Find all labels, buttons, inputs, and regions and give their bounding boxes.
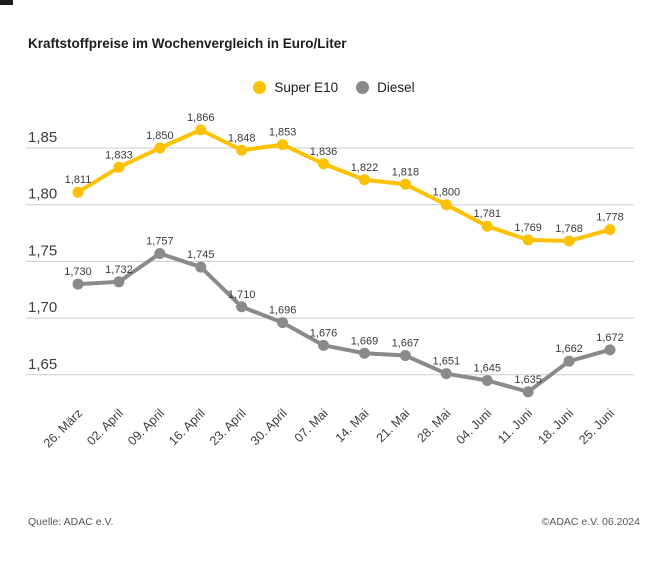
data-point-label: 1,710	[228, 289, 256, 301]
legend-label-diesel: Diesel	[377, 80, 415, 95]
data-point	[318, 339, 330, 351]
page-title: Kraftstoffpreise im Wochenvergleich in E…	[28, 36, 347, 51]
data-point-label: 1,848	[228, 132, 256, 144]
data-point	[522, 234, 534, 246]
data-point	[277, 317, 289, 329]
legend-item-super-e10: Super E10	[253, 80, 338, 95]
data-point-label: 1,781	[473, 208, 501, 220]
screen-corner-artifact	[0, 0, 13, 5]
x-axis-tick-label: 02. April	[84, 406, 126, 448]
data-point	[154, 142, 166, 154]
data-point	[522, 386, 534, 398]
data-point-label: 1,757	[146, 235, 174, 247]
data-point-label: 1,669	[351, 335, 379, 347]
data-point	[72, 278, 84, 290]
data-point-label: 1,696	[269, 305, 297, 317]
data-point	[358, 174, 370, 186]
data-point	[440, 368, 452, 380]
x-axis-tick-label: 11. Juni	[495, 406, 535, 446]
legend-label-super-e10: Super E10	[274, 80, 339, 95]
data-point-label: 1,818	[392, 166, 420, 178]
chart-legend: Super E10 Diesel	[0, 80, 668, 95]
data-point	[399, 350, 411, 362]
data-point	[113, 161, 125, 173]
x-axis-tick-label: 18. Juni	[535, 406, 576, 447]
x-axis-tick-label: 14. Mai	[333, 406, 372, 445]
x-axis-tick-label: 25. Juni	[576, 406, 617, 447]
x-axis-tick-label: 26. März	[41, 406, 85, 450]
data-point-label: 1,667	[392, 338, 420, 350]
data-point-label: 1,778	[596, 212, 624, 224]
data-point	[195, 261, 207, 273]
x-axis-tick-label: 07. Mai	[292, 406, 331, 445]
data-point-label: 1,850	[146, 130, 174, 142]
data-point-label: 1,833	[105, 149, 133, 161]
data-point-label: 1,651	[433, 356, 461, 368]
y-axis-tick-label: 1,75	[28, 242, 57, 259]
legend-item-diesel: Diesel	[356, 80, 415, 95]
data-point-label: 1,822	[351, 162, 379, 174]
data-point-label: 1,635	[514, 374, 542, 386]
data-point-label: 1,730	[64, 266, 92, 278]
x-axis-tick-label: 30. April	[248, 406, 290, 448]
data-point-label: 1,662	[555, 343, 583, 355]
data-point-label: 1,836	[310, 146, 338, 158]
data-point	[154, 247, 166, 259]
data-point	[72, 186, 84, 198]
data-point	[563, 235, 575, 247]
data-point-label: 1,732	[105, 264, 133, 276]
data-point	[481, 220, 493, 232]
diesel-dot-icon	[356, 81, 370, 94]
x-axis-tick-label: 23. April	[207, 406, 249, 448]
data-point	[277, 139, 289, 151]
data-point-label: 1,768	[555, 223, 583, 235]
source-note: Quelle: ADAC e.V.	[28, 516, 114, 528]
y-axis-tick-label: 1,85	[28, 129, 57, 146]
x-axis-tick-label: 28. Mai	[415, 406, 454, 445]
y-axis-tick-label: 1,80	[28, 186, 57, 203]
copyright-note: ©ADAC e.V. 06.2024	[541, 516, 640, 528]
data-point	[604, 224, 616, 236]
data-point	[358, 347, 370, 359]
y-axis-tick-label: 1,65	[28, 356, 57, 373]
x-axis-tick-label: 04. Juni	[453, 406, 494, 447]
x-axis-tick-label: 09. April	[125, 406, 167, 448]
x-axis-tick-label: 16. April	[166, 406, 208, 448]
data-point	[318, 158, 330, 170]
data-point	[440, 199, 452, 211]
data-point	[195, 124, 207, 136]
data-point	[236, 144, 248, 156]
x-axis-tick-label: 21. Mai	[374, 406, 413, 445]
data-point-label: 1,853	[269, 127, 297, 139]
data-point	[236, 301, 248, 313]
data-point	[113, 276, 125, 288]
data-point	[399, 178, 411, 190]
data-point	[481, 374, 493, 386]
data-point-label: 1,745	[187, 249, 215, 261]
data-point	[563, 355, 575, 367]
series-line-diesel	[76, 251, 612, 394]
super-e10-dot-icon	[253, 81, 267, 94]
data-point-label: 1,769	[514, 222, 542, 234]
data-point-label: 1,811	[65, 174, 92, 186]
data-point-label: 1,800	[433, 187, 461, 199]
data-point-label: 1,676	[310, 327, 338, 339]
y-axis-tick-label: 1,70	[28, 299, 57, 316]
data-point-label: 1,645	[473, 362, 501, 374]
data-point-label: 1,866	[187, 112, 215, 124]
data-point-label: 1,672	[596, 332, 624, 344]
series-line-super-e10	[76, 127, 612, 243]
data-point	[604, 344, 616, 356]
